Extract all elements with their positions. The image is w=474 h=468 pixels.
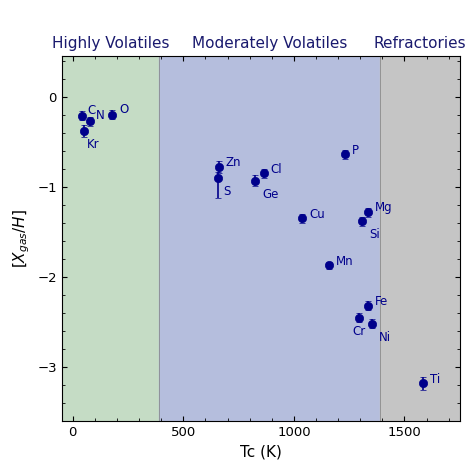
Bar: [159, 56, 380, 421]
Text: Kr: Kr: [87, 139, 100, 151]
Text: Ge: Ge: [262, 188, 279, 201]
Text: Mg: Mg: [375, 201, 393, 214]
Text: Refractories: Refractories: [374, 37, 466, 51]
Text: Ti: Ti: [429, 373, 440, 386]
Text: N: N: [96, 109, 105, 122]
Bar: [62, 56, 159, 421]
Text: C: C: [87, 103, 95, 117]
Text: Cr: Cr: [352, 325, 365, 338]
Text: S: S: [223, 185, 230, 198]
Text: Zn: Zn: [226, 156, 241, 169]
Text: P: P: [352, 144, 358, 157]
Text: Si: Si: [369, 228, 380, 241]
Text: Highly Volatiles: Highly Volatiles: [52, 37, 169, 51]
Text: Cl: Cl: [271, 163, 282, 176]
X-axis label: Tc (K): Tc (K): [240, 445, 282, 460]
Text: Fe: Fe: [375, 295, 388, 308]
Bar: [380, 56, 460, 421]
Text: O: O: [119, 102, 128, 116]
Text: Cu: Cu: [309, 208, 325, 221]
Text: Mn: Mn: [336, 255, 354, 268]
Text: Ni: Ni: [379, 331, 391, 344]
Y-axis label: $[X_{gas} / H]$: $[X_{gas} / H]$: [11, 209, 32, 268]
Text: Moderately Volatiles: Moderately Volatiles: [192, 37, 347, 51]
